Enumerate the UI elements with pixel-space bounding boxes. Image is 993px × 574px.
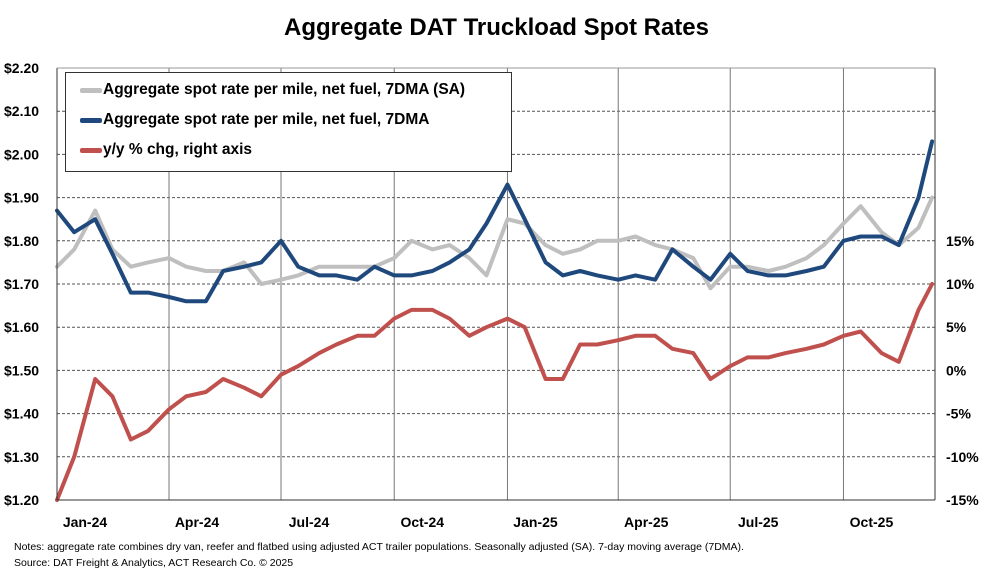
x-tick-label: Apr-24 <box>175 514 220 530</box>
y-left-tick-label: $1.40 <box>4 406 39 422</box>
series-line-2 <box>55 282 935 502</box>
legend-swatch <box>80 87 102 93</box>
y-left-tick-label: $2.00 <box>4 146 39 162</box>
axes: $1.20 $1.30 $1.40 $1.50 $1.60 $1.70 $1.80 $1.90… <box>4 60 979 530</box>
x-tick-label: Jul-25 <box>738 514 779 530</box>
y-left-tick-label: $2.10 <box>4 103 39 119</box>
x-tick-label: Apr-25 <box>624 514 669 530</box>
chart-notes: Notes: aggregate rate combines dry van, … <box>14 541 744 553</box>
legend-item-7dma: Aggregate spot rate per mile, net fuel, … <box>80 111 429 129</box>
legend-label: Aggregate spot rate per mile, net fuel, … <box>103 81 466 98</box>
x-tick-label: Jan-24 <box>63 514 108 530</box>
y-right-tick-label: -15% <box>946 492 979 508</box>
chart-title: Aggregate DAT Truckload Spot Rates <box>284 14 709 41</box>
legend-label: Aggregate spot rate per mile, net fuel, … <box>103 111 430 128</box>
legend-item-yoy: y/y % chg, right axis <box>80 141 252 159</box>
y-right-tick-label: 15% <box>946 233 975 249</box>
x-tick-label: Jan-25 <box>513 514 558 530</box>
x-tick-label: Oct-24 <box>400 514 444 530</box>
y-left-tick-label: $1.50 <box>4 362 39 378</box>
legend-swatch <box>80 147 102 153</box>
y-left-tick-label: $1.70 <box>4 276 39 292</box>
y-right-tick-label: -10% <box>946 449 979 465</box>
y-left-tick-label: $1.30 <box>4 449 39 465</box>
y-left-tick-label: $1.20 <box>4 492 39 508</box>
y-left-tick-label: $1.80 <box>4 233 39 249</box>
legend-label: y/y % chg, right axis <box>103 141 253 158</box>
legend-swatch <box>80 117 102 123</box>
chart-source: Source: DAT Freight & Analytics, ACT Res… <box>14 557 294 569</box>
y-right-tick-label: 10% <box>946 276 975 292</box>
y-left-tick-label: $1.90 <box>4 190 39 206</box>
x-tick-label: Oct-25 <box>850 514 894 530</box>
legend: Aggregate spot rate per mile, net fuel, … <box>65 72 512 172</box>
series-line-1 <box>55 139 935 304</box>
y-right-tick-label: 0% <box>946 362 967 378</box>
series-line-0 <box>55 195 935 291</box>
y-right-tick-label: -5% <box>946 406 971 422</box>
series-lines <box>55 139 935 502</box>
y-right-tick-label: 5% <box>946 319 967 335</box>
legend-item-sa: Aggregate spot rate per mile, net fuel, … <box>80 81 465 99</box>
y-left-tick-label: $2.20 <box>4 60 39 76</box>
x-tick-label: Jul-24 <box>289 514 330 530</box>
y-left-tick-label: $1.60 <box>4 319 39 335</box>
